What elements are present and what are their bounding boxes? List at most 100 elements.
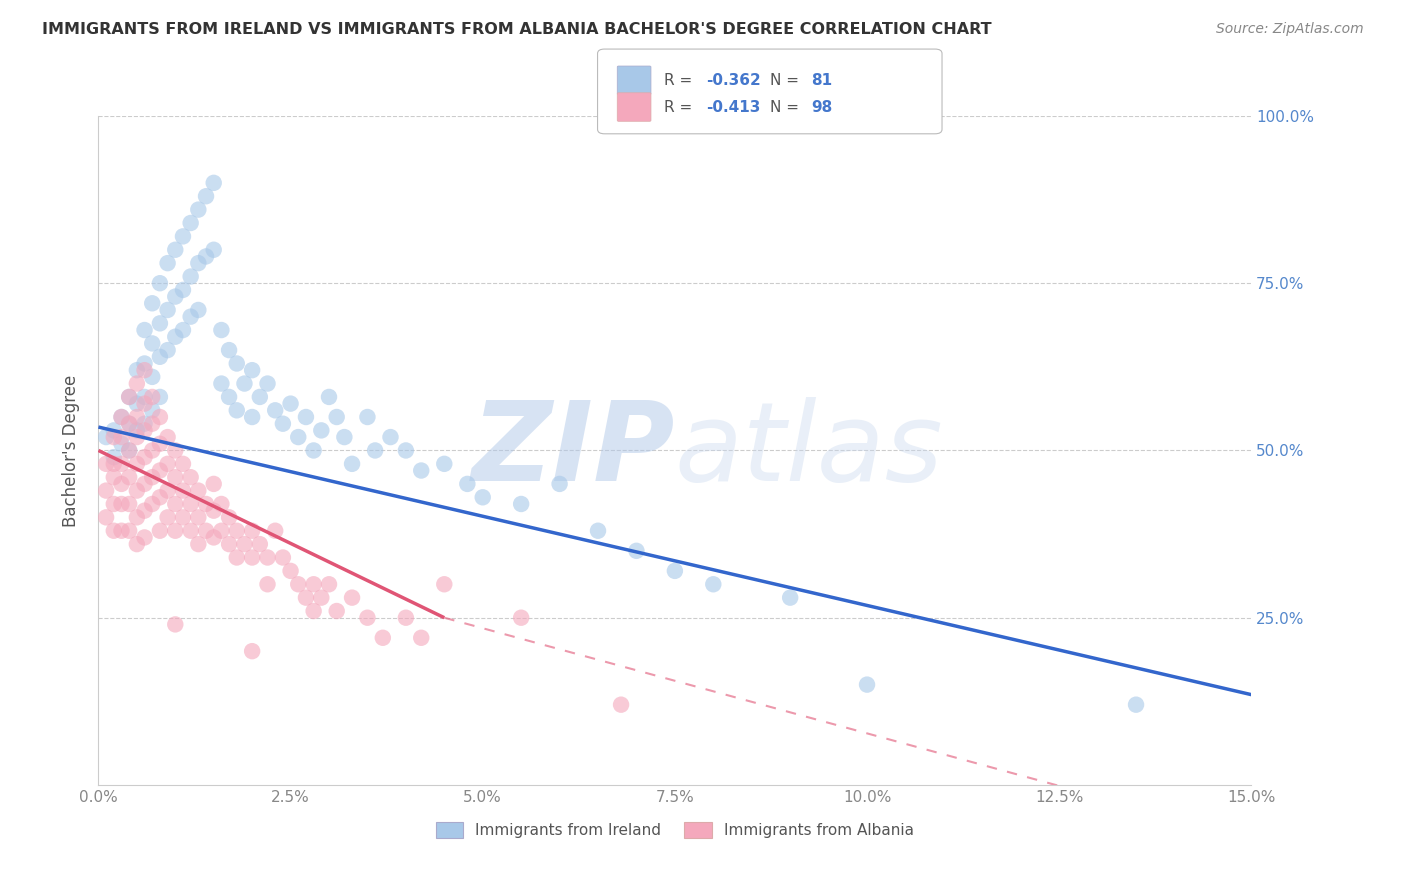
Point: [172, 323, 194, 337]
Point: [165, 524, 187, 538]
Point: [118, 470, 141, 484]
Point: [187, 256, 209, 270]
Point: [110, 497, 132, 511]
Point: [103, 457, 125, 471]
Point: [141, 296, 163, 310]
Point: [318, 390, 340, 404]
Point: [110, 410, 132, 425]
Point: [118, 417, 141, 431]
Point: [295, 591, 318, 605]
Point: [156, 256, 179, 270]
Point: [156, 343, 179, 358]
Point: [295, 410, 318, 425]
Point: [548, 476, 571, 491]
Point: [172, 229, 194, 244]
Point: [149, 350, 172, 364]
Point: [103, 430, 125, 444]
Point: [325, 410, 347, 425]
Point: [240, 644, 263, 658]
Point: [202, 243, 225, 257]
Point: [302, 577, 325, 591]
Point: [302, 604, 325, 618]
Point: [118, 443, 141, 458]
Point: [340, 591, 363, 605]
Text: R =: R =: [664, 100, 697, 114]
Point: [249, 537, 271, 551]
Point: [165, 330, 187, 344]
Point: [134, 356, 156, 371]
Point: [202, 176, 225, 190]
Point: [240, 524, 263, 538]
Point: [156, 430, 179, 444]
Point: [141, 390, 163, 404]
Point: [149, 524, 172, 538]
Point: [433, 577, 456, 591]
Point: [125, 363, 148, 377]
Point: [110, 524, 132, 538]
Point: [302, 443, 325, 458]
Point: [134, 396, 156, 410]
Point: [149, 410, 172, 425]
Point: [411, 631, 433, 645]
Point: [395, 611, 418, 625]
Point: [94, 457, 117, 471]
Point: [249, 390, 271, 404]
Point: [134, 530, 156, 544]
Point: [180, 497, 202, 511]
Point: [141, 369, 163, 384]
Point: [395, 443, 418, 458]
Point: [180, 216, 202, 230]
Point: [165, 497, 187, 511]
Point: [202, 476, 225, 491]
Legend: Immigrants from Ireland, Immigrants from Albania: Immigrants from Ireland, Immigrants from…: [430, 816, 920, 844]
Point: [149, 464, 172, 478]
Point: [187, 510, 209, 524]
Point: [110, 436, 132, 450]
Point: [586, 524, 609, 538]
Point: [156, 510, 179, 524]
Point: [256, 577, 278, 591]
Point: [118, 390, 141, 404]
Point: [110, 476, 132, 491]
Point: [195, 189, 218, 203]
Point: [240, 363, 263, 377]
Point: [218, 510, 240, 524]
Point: [165, 617, 187, 632]
Point: [702, 577, 724, 591]
Point: [110, 457, 132, 471]
Text: 98: 98: [811, 100, 832, 114]
Point: [118, 417, 141, 431]
Point: [125, 396, 148, 410]
Point: [202, 503, 225, 517]
Point: [156, 303, 179, 318]
Point: [103, 450, 125, 464]
Point: [1125, 698, 1147, 712]
Point: [218, 390, 240, 404]
Point: [125, 430, 148, 444]
Point: [287, 430, 309, 444]
Point: [209, 524, 232, 538]
Point: [380, 430, 402, 444]
Point: [264, 403, 287, 417]
Point: [141, 443, 163, 458]
Point: [356, 410, 378, 425]
Point: [280, 564, 302, 578]
Point: [225, 356, 247, 371]
Point: [209, 497, 232, 511]
Point: [195, 250, 218, 264]
Point: [318, 577, 340, 591]
Point: [209, 376, 232, 391]
Point: [103, 470, 125, 484]
Point: [118, 524, 141, 538]
Point: [411, 464, 433, 478]
Point: [134, 424, 156, 438]
Point: [240, 410, 263, 425]
Point: [280, 396, 302, 410]
Point: [271, 550, 294, 565]
Point: [125, 376, 148, 391]
Point: [510, 611, 533, 625]
Point: [141, 497, 163, 511]
Text: -0.413: -0.413: [706, 100, 761, 114]
Point: [141, 336, 163, 351]
Point: [149, 277, 172, 291]
